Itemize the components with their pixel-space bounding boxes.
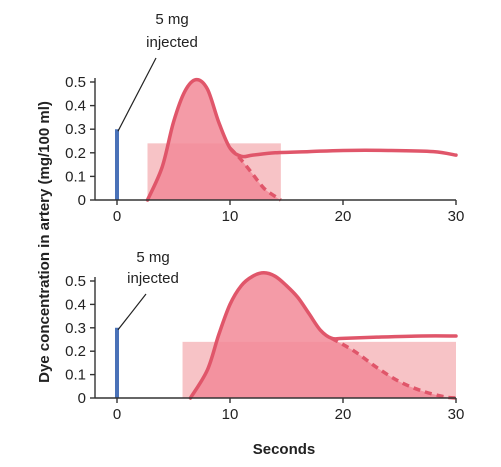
concentration-curve (145, 77, 458, 202)
x-tick-label: 30 (448, 406, 465, 423)
y-tick-label: 0.2 (65, 145, 86, 162)
y-tick-label: 0.3 (65, 320, 86, 337)
annotation-injected: injected (146, 34, 198, 51)
annotation-injected: injected (127, 270, 179, 287)
y-tick-label: 0.4 (65, 296, 86, 313)
extrapolated-curve (228, 146, 282, 202)
x-tick-label: 0 (113, 208, 121, 225)
y-axis-label: Dye concentration in artery (mg/100 ml) (36, 101, 53, 383)
y-tick-label: 0.5 (65, 273, 86, 290)
annotation-leader-line (117, 293, 147, 331)
bottom-panel: 0 0.1 0.2 0.3 0.4 0.5 0 10 20 30 5 mg injected (65, 249, 464, 423)
y-tick-label: 0.3 (65, 121, 86, 138)
annotation-leader-line (117, 57, 157, 132)
x-tick-label: 0 (113, 406, 121, 423)
y-tick-label: 0.1 (65, 168, 86, 185)
top-panel: 0 0.1 0.2 0.3 0.4 0.5 0 10 20 30 5 mg injected (65, 11, 464, 225)
y-tick-label: 0.4 (65, 98, 86, 115)
first-pass-area (190, 272, 456, 398)
y-tick-label: 0 (78, 390, 86, 407)
annotation-dose: 5 mg (155, 11, 188, 28)
x-tick-label: 10 (222, 208, 239, 225)
x-tick-label: 10 (222, 406, 239, 423)
x-tick-label: 20 (335, 406, 352, 423)
y-tick-label: 0.2 (65, 343, 86, 360)
annotation-dose: 5 mg (136, 249, 169, 266)
y-tick-label: 0.1 (65, 367, 86, 384)
extrapolated-curve (330, 336, 457, 400)
x-tick-label: 30 (448, 208, 465, 225)
x-axis-label: Seconds (253, 441, 316, 458)
y-tick-label: 0 (78, 192, 86, 209)
x-tick-label: 20 (335, 208, 352, 225)
y-tick-label: 0.5 (65, 74, 86, 91)
concentration-curve (188, 271, 458, 400)
